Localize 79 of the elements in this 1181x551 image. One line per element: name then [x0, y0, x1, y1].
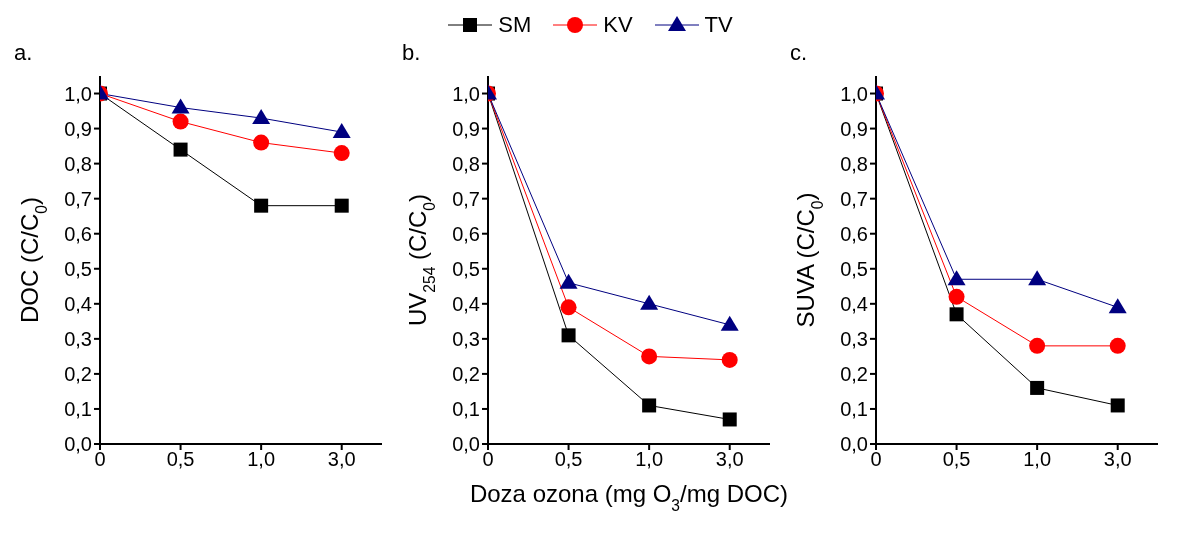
x-axis-title: Doza ozona (mg O$_{3}$/mg DOC) [469, 480, 789, 514]
y-tick-label: 0,4 [64, 292, 92, 315]
point [332, 123, 351, 139]
chart-title: c. [790, 40, 808, 66]
y-tick-label: 0,6 [840, 222, 868, 245]
point [252, 109, 271, 125]
y-tick-label: 0,3 [452, 327, 480, 350]
point [333, 145, 350, 162]
point [1030, 380, 1045, 395]
y-tick-label: 0,4 [840, 292, 868, 315]
point [721, 351, 738, 368]
y-tick-label: 0,6 [452, 222, 480, 245]
x-tick-label: 0,5 [554, 448, 583, 471]
x-tick-label: 1,0 [247, 448, 276, 471]
point [1028, 270, 1047, 286]
point [559, 273, 578, 289]
y-tick-label: 0,1 [840, 398, 868, 421]
y-tick-label: 0,0 [452, 433, 480, 456]
point [948, 288, 965, 305]
point [720, 315, 739, 331]
y-tick-label: 0,8 [64, 152, 92, 175]
x-tick-label: 0 [482, 448, 494, 471]
x-tick-label: 3,0 [715, 448, 744, 471]
point [254, 198, 269, 213]
y-tick-label: 0,6 [64, 222, 92, 245]
point [722, 412, 737, 427]
point [640, 294, 659, 310]
point [1029, 337, 1046, 354]
y-tick-label: 0,3 [64, 327, 92, 350]
y-tick-label: 0,9 [452, 117, 480, 140]
y-tick-label: 0,9 [64, 117, 92, 140]
y-tick-label: 1,0 [64, 82, 92, 105]
chart-title: a. [14, 40, 33, 66]
point [1108, 298, 1127, 314]
point [172, 113, 189, 130]
y-tick-label: 0,7 [64, 187, 92, 210]
y-tick-label: 0,2 [840, 363, 868, 385]
y-tick-label: 0,5 [840, 257, 868, 280]
y-tick-label: 0,5 [64, 257, 92, 280]
point [642, 398, 657, 413]
x-tick-label: 0,5 [166, 448, 195, 471]
point [1109, 337, 1126, 354]
y-tick-label: 0,2 [64, 363, 92, 385]
y-tick-label: 0,8 [452, 152, 480, 175]
chart-title: b. [402, 40, 421, 66]
point [560, 299, 577, 316]
y-tick-label: 0,2 [452, 363, 480, 385]
legend-label: KV [603, 12, 633, 38]
y-tick-label: 0,3 [840, 327, 868, 350]
y-tick-label: 0,1 [64, 398, 92, 421]
legend-label: SM [498, 12, 532, 38]
y-tick-label: 0,8 [840, 152, 868, 175]
x-tick-label: 0 [94, 448, 106, 471]
y-tick-label: 0,1 [452, 398, 480, 421]
point [173, 142, 188, 157]
x-tick-label: 3,0 [1103, 448, 1132, 471]
x-tick-label: 3,0 [327, 448, 356, 471]
x-tick-label: 0,5 [942, 448, 971, 471]
y-tick-label: 0,4 [452, 292, 480, 315]
point [641, 348, 658, 365]
y-tick-label: 0,0 [840, 433, 868, 456]
legend-label: TV [704, 12, 733, 38]
y-tick-label: 0,9 [840, 117, 868, 140]
point [947, 270, 966, 286]
y-tick-label: 1,0 [840, 82, 868, 105]
x-tick-label: 1,0 [1023, 448, 1052, 471]
point [949, 307, 964, 322]
point [253, 134, 270, 151]
y-tick-label: 0,7 [840, 187, 868, 210]
x-tick-label: 1,0 [635, 448, 664, 471]
x-tick-label: 0 [870, 448, 882, 471]
y-tick-label: 0,5 [452, 257, 480, 280]
point [171, 98, 190, 114]
y-tick-label: 0,0 [64, 433, 92, 456]
y-tick-label: 0,7 [452, 187, 480, 210]
point [334, 198, 349, 213]
point [561, 328, 576, 343]
y-tick-label: 1,0 [452, 82, 480, 105]
point [1110, 398, 1125, 413]
